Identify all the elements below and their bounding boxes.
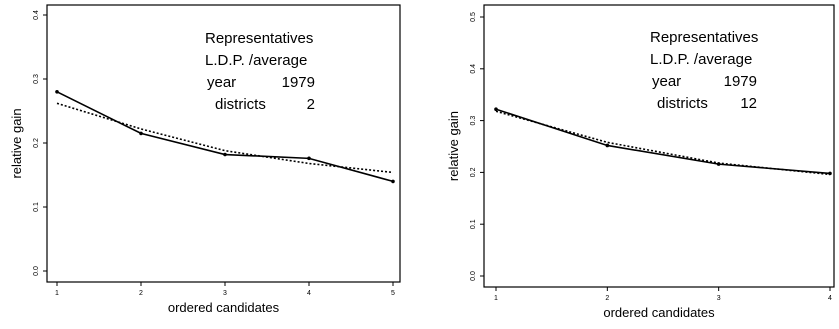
chart1-annotation-value: 1979 [282, 74, 315, 91]
chart2-y-tick-label: 0.4 [470, 64, 477, 74]
chart2-y-tick-label: 0.1 [470, 219, 477, 229]
chart1-x-axis-title: ordered candidates [168, 300, 280, 315]
chart2-y-tick-label: 0.5 [470, 12, 477, 22]
chart1-x-tick-label: 5 [391, 290, 395, 297]
chart2-data-point [605, 143, 610, 148]
chart1-y-tick-label: 0.3 [33, 74, 40, 84]
chart1-data-point [391, 179, 395, 184]
chart2-annotation-value: 12 [740, 95, 757, 112]
chart1-annotation-label: year [207, 74, 236, 91]
chart1-data-point [55, 90, 59, 94]
chart2-series-solid-line [495, 108, 831, 175]
chart2-x-tick-label: 2 [605, 295, 609, 302]
chart2-y-tick-label: 0.3 [470, 116, 477, 126]
chart2-x-tick-label: 4 [828, 295, 832, 302]
chart1-y-axis-title: relative gain [9, 108, 24, 178]
chart1-annotation-label: districts [215, 96, 266, 113]
chart2-annotation-label: Representatives [650, 29, 758, 46]
chart1-data-point [307, 156, 311, 161]
chart1-x-tick-label: 4 [307, 290, 311, 297]
chart1-x-tick-label: 3 [223, 290, 227, 297]
chart2-y-axis-title: relative gain [446, 111, 461, 181]
chart2-annotation-value: 1979 [724, 73, 757, 90]
chart2-annotation-label: year [652, 73, 681, 90]
chart2-y-tick-label: 0.0 [470, 271, 477, 281]
chart2-annotation-label: L.D.P. /average [650, 51, 752, 68]
chart1-annotation-value: 2 [307, 96, 315, 113]
chart1-y-tick-label: 0.2 [33, 138, 40, 148]
chart1-data-point [139, 131, 143, 136]
chart1-x-tick-label: 1 [55, 290, 59, 297]
chart2-x-tick-label: 3 [717, 295, 721, 302]
chart2-annotation-label: districts [657, 95, 708, 112]
chart1-data-point [223, 152, 227, 157]
chart2-x-axis-title: ordered candidates [603, 305, 715, 320]
chart2-y-tick-label: 0.2 [470, 167, 477, 177]
chart2-series-dotted-line [495, 110, 831, 176]
chart1-series-dotted-line [56, 102, 394, 174]
chart1-y-tick-label: 0.4 [33, 10, 40, 20]
chart1-y-tick-label: 0.1 [33, 202, 40, 212]
chart1-annotation-label: L.D.P. /average [205, 52, 307, 69]
chart1-annotation-label: Representatives [205, 30, 313, 47]
chart1-x-tick-label: 2 [139, 290, 143, 297]
chart2-x-tick-label: 1 [494, 295, 498, 302]
chart2-data-point [828, 171, 832, 176]
chart2-plot-frame [483, 4, 835, 288]
chart1-y-tick-label: 0.0 [33, 266, 40, 276]
chart2-data-point [494, 107, 498, 112]
